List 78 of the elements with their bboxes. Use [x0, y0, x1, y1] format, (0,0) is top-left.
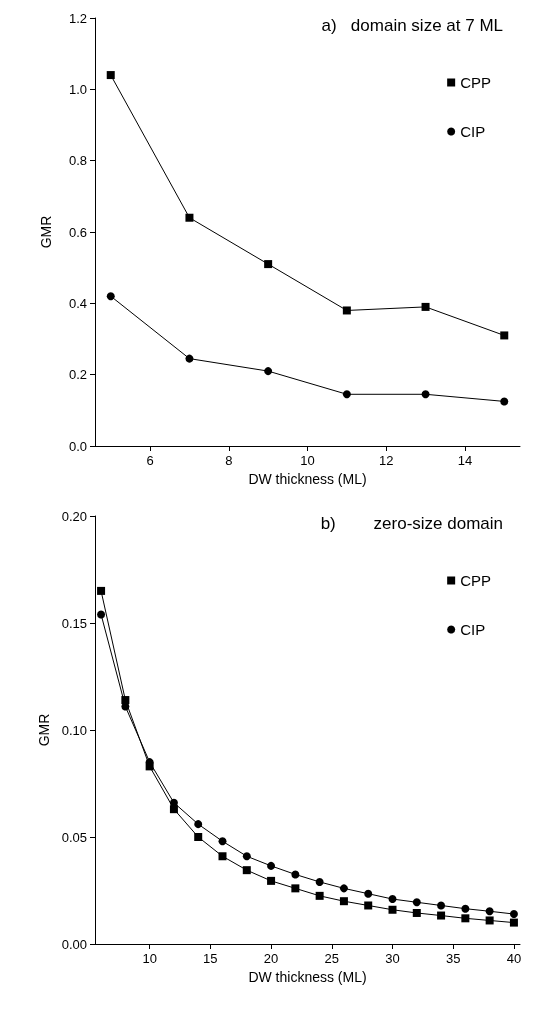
x-tick-label: 20: [263, 951, 279, 966]
point: [388, 895, 397, 904]
legend-label: CIP: [460, 621, 486, 638]
y-tick-label: 0.4: [68, 295, 87, 311]
legend-label: CIP: [460, 123, 486, 140]
point: [509, 910, 518, 919]
point: [194, 833, 203, 841]
x-tick-label: 12: [378, 453, 394, 468]
x-tick-label: 8: [225, 453, 233, 468]
point: [97, 586, 106, 595]
y-tick-label: 0.00: [61, 936, 87, 952]
point: [218, 852, 227, 861]
point: [264, 367, 273, 376]
y-tick-label: 0.05: [61, 829, 87, 845]
point: [264, 260, 273, 269]
x-tick-label: 10: [142, 951, 157, 966]
x-tick-label: 14: [457, 453, 473, 468]
y-axis-title: GMR: [38, 215, 54, 249]
point: [242, 852, 251, 861]
y-tick-label: 0.10: [61, 722, 87, 738]
point: [194, 820, 203, 829]
point: [342, 306, 351, 315]
point: [267, 861, 276, 870]
x-tick-label: 6: [146, 453, 154, 468]
point: [485, 907, 494, 916]
point: [242, 866, 251, 875]
y-tick-label: 0.2: [68, 367, 87, 383]
y-tick-label: 1.0: [68, 81, 87, 97]
point: [218, 837, 227, 846]
y-tick-label: 0.6: [68, 224, 87, 240]
point: [185, 354, 194, 363]
y-tick-label: 0.20: [61, 508, 87, 524]
point: [421, 302, 430, 311]
point: [437, 911, 446, 920]
point: [97, 610, 106, 619]
x-tick-label: 30: [385, 951, 400, 966]
point: [437, 901, 446, 910]
legend-label: CPP: [460, 74, 491, 91]
x-tick-label: 25: [324, 951, 340, 966]
chart-title: a) domain size at 7 ML: [321, 16, 504, 35]
point: [267, 876, 276, 885]
point: [291, 884, 300, 893]
y-tick-label: 1.2: [68, 10, 87, 26]
point: [185, 213, 194, 222]
point: [509, 918, 518, 927]
point: [412, 898, 421, 907]
y-axis-title: GMR: [35, 713, 52, 747]
point: [106, 292, 115, 301]
point: [461, 914, 470, 923]
point: [291, 870, 300, 879]
y-tick-label: 0.15: [61, 615, 87, 631]
point: [342, 390, 351, 399]
point: [485, 916, 494, 925]
point: [339, 897, 348, 906]
point: [500, 397, 509, 406]
point: [121, 696, 130, 705]
x-tick-label: 35: [445, 951, 461, 966]
x-tick-label: 10: [300, 453, 315, 468]
point: [364, 889, 373, 898]
point: [412, 908, 421, 917]
point: [106, 71, 115, 80]
point: [315, 891, 324, 900]
y-tick-label: 0.8: [68, 153, 87, 169]
x-tick-label: 40: [506, 951, 522, 966]
point: [388, 905, 397, 914]
x-axis-title: DW thickness (ML): [248, 969, 367, 985]
y-tick-label: 0.0: [68, 438, 87, 454]
point: [461, 904, 470, 913]
chart-title: b) zero-size domain: [320, 514, 503, 533]
point: [315, 877, 324, 886]
point: [500, 331, 509, 340]
point: [421, 390, 430, 399]
x-axis-title: DW thickness (ML): [248, 471, 367, 487]
legend-label: CPP: [460, 572, 491, 589]
point: [339, 884, 348, 893]
point: [364, 901, 373, 910]
x-tick-label: 15: [203, 951, 218, 966]
point: [169, 798, 178, 807]
